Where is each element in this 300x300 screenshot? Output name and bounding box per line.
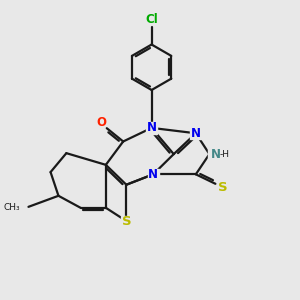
Text: N: N [191, 127, 201, 140]
Bar [190, 128, 202, 139]
Text: S: S [122, 215, 131, 228]
Bar [208, 148, 224, 160]
Text: O: O [96, 116, 106, 129]
Bar [148, 169, 159, 180]
Text: CH₃: CH₃ [4, 203, 21, 212]
Text: N: N [147, 122, 157, 134]
Text: Cl: Cl [145, 14, 158, 26]
Text: N: N [211, 148, 221, 160]
Text: -H: -H [220, 150, 230, 159]
Text: S: S [218, 181, 227, 194]
Bar [121, 216, 132, 227]
Text: N: N [148, 168, 158, 181]
Bar [146, 122, 157, 134]
